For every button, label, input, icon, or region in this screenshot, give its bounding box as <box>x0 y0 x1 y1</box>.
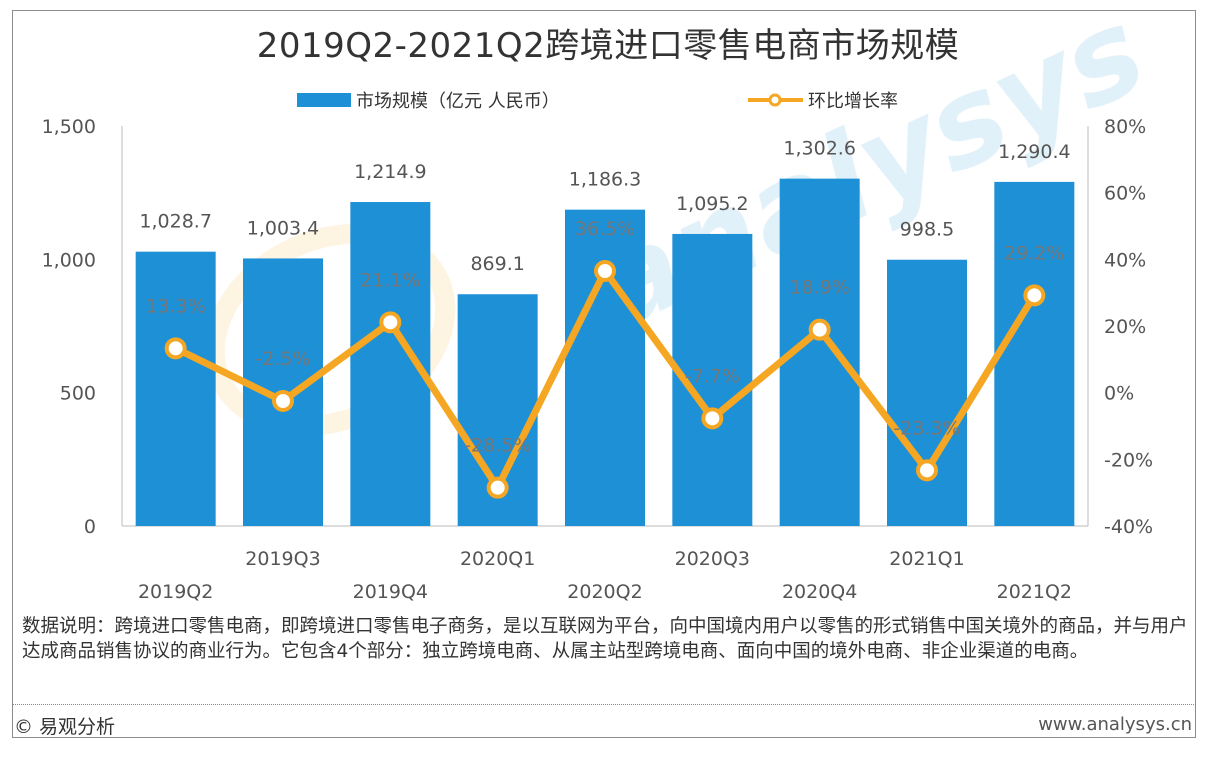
bar-value-label: 1,095.2 <box>676 193 749 215</box>
left-axis-tick-label: 1,500 <box>42 116 96 138</box>
right-axis-tick-label: -40% <box>1104 516 1153 538</box>
line-value-label: -28.5% <box>464 435 531 457</box>
line-point <box>164 337 187 360</box>
legend-bar-swatch <box>297 93 351 107</box>
bar <box>565 209 645 527</box>
line-point <box>379 311 402 334</box>
footer-copyright: © 易观分析 <box>14 716 116 738</box>
x-axis-tick-label: 2019Q4 <box>353 581 428 603</box>
bar-value-label: 998.5 <box>900 219 954 241</box>
right-axis-tick-label: 80% <box>1104 116 1146 138</box>
legend-line-marker <box>768 93 782 107</box>
line-point <box>916 459 938 482</box>
line-point <box>594 260 616 282</box>
line-value-label: 13.3% <box>145 295 205 317</box>
x-axis-tick-label: 2021Q2 <box>997 581 1072 603</box>
bar-value-label: 869.1 <box>470 253 524 275</box>
chart-frame <box>12 10 1196 738</box>
line-value-label: 18.9% <box>789 277 849 299</box>
line-value-label: -7.7% <box>685 365 740 387</box>
bar-value-label: 1,003.4 <box>247 217 320 239</box>
right-axis-tick-label: 40% <box>1104 249 1146 271</box>
right-axis-tick-label: 60% <box>1104 183 1146 205</box>
line-value-label: -23.3% <box>893 417 960 439</box>
left-axis-tick-label: 1,000 <box>42 249 96 271</box>
x-axis-tick-label: 2019Q2 <box>138 581 213 603</box>
bar-value-label: 1,186.3 <box>569 169 642 191</box>
line-point <box>486 476 509 499</box>
line-point <box>1023 284 1046 307</box>
bar-value-label: 1,214.9 <box>354 161 427 183</box>
line-point <box>272 390 294 412</box>
line-value-label: -2.5% <box>255 348 310 370</box>
line-series: 13.3% -2.5% 21.1% -28.5% 36.5% -7.7% 18.9% -23.… <box>145 218 1065 499</box>
chart-title: 2019Q2-2021Q2跨境进口零售电商市场规模 <box>256 26 960 66</box>
left-axis-tick-label: 500 <box>60 383 96 405</box>
bar <box>887 259 967 526</box>
line-value-label: 21.1% <box>360 269 420 291</box>
right-axis-tick-label: 0% <box>1104 383 1134 405</box>
axes: 0 500 1,000 1,500 -40% -20% 0% 20% 40% 60% 80% 2019… <box>42 116 1154 603</box>
x-axis-tick-label: 2020Q2 <box>567 581 642 603</box>
x-axis-tick-label: 2019Q3 <box>245 548 320 570</box>
bar-value-label: 1,302.6 <box>783 138 856 160</box>
bar-value-label: 1,028.7 <box>139 211 212 233</box>
legend-bar-label: 市场规模（亿元 人民币） <box>356 91 560 112</box>
line-point <box>701 407 724 430</box>
left-axis-tick-label: 0 <box>84 516 96 538</box>
bar-value-label: 1,290.4 <box>998 141 1071 163</box>
legend: 市场规模（亿元 人民币） 环比增长率 <box>297 91 898 112</box>
x-axis-tick-label: 2020Q3 <box>675 548 750 570</box>
bar <box>135 251 216 526</box>
footer-website: www.analysys.cn <box>1038 714 1192 735</box>
legend-line-label: 环比增长率 <box>808 91 898 112</box>
svg-text:analysys: analysys <box>574 0 1165 356</box>
right-axis-tick-label: 20% <box>1104 316 1146 338</box>
line-value-label: 36.5% <box>575 218 635 240</box>
x-axis-tick-label: 2020Q1 <box>460 548 535 570</box>
x-axis-tick-label: 2021Q1 <box>889 548 964 570</box>
footer-divider <box>12 704 1196 705</box>
bar <box>994 181 1075 527</box>
data-note: 数据说明：跨境进口零售电商，即跨境进口零售电子商务，是以互联网为平台，向中国境内… <box>22 616 1188 662</box>
line-point <box>808 318 831 341</box>
x-axis-tick-label: 2020Q4 <box>782 581 857 603</box>
line-value-label: 29.2% <box>1004 242 1064 264</box>
right-axis-tick-label: -20% <box>1104 449 1153 471</box>
